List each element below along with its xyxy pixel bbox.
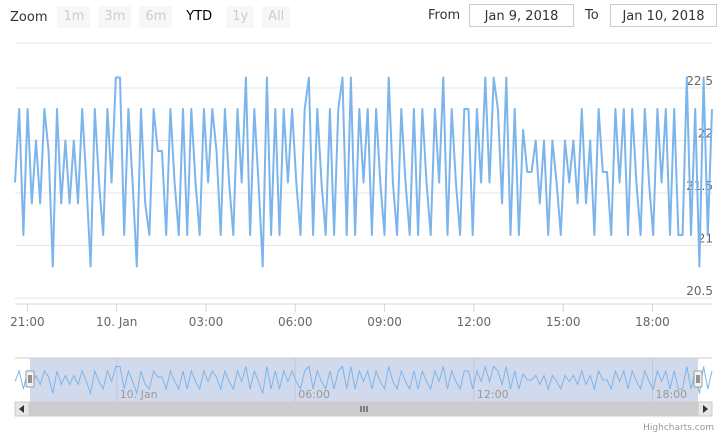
to-label: To (585, 8, 599, 23)
x-tick-label: 21:00 (10, 315, 45, 329)
zoom-1y-button[interactable]: 1y (226, 6, 255, 28)
x-tick-label: 10. Jan (96, 315, 137, 329)
x-tick-label: 06:00 (278, 315, 313, 329)
credits-link[interactable]: Highcharts.com (643, 423, 714, 433)
scroll-left-button[interactable] (14, 401, 30, 417)
x-tick-label: 03:00 (189, 315, 224, 329)
y-tick-label: 22.5 (686, 74, 713, 88)
y-tick-label: 21 (698, 232, 713, 246)
zoom-1m-button[interactable]: 1m (57, 6, 91, 28)
navigator-right-handle[interactable] (693, 370, 703, 388)
scrollbar-grip-icon (360, 406, 368, 412)
x-axis: 21:00 10. Jan 03:00 06:00 09:00 12:00 15:00 18:… (10, 304, 670, 329)
navigator[interactable]: 10. Jan 06:00 12:00 18:00 (14, 357, 713, 402)
from-label: From (428, 8, 461, 23)
navigator-left-handle[interactable] (25, 370, 35, 388)
navigator-series (14, 364, 713, 396)
navigator-background (15, 358, 712, 402)
y-tick-label: 20.5 (686, 284, 713, 298)
zoom-label: Zoom (10, 9, 48, 25)
zoom-3m-button[interactable]: 3m (98, 6, 132, 28)
x-tick-label: 15:00 (546, 315, 581, 329)
to-date-input[interactable]: Jan 10, 2018 (610, 4, 717, 27)
navigator-tick-label: 18:00 (655, 388, 687, 401)
zoom-bar: Zoom 1m 3m 6m YTD 1y All (10, 6, 298, 28)
from-date-input[interactable]: Jan 9, 2018 (469, 4, 574, 27)
navigator-grid (116, 358, 653, 402)
x-tick-label: 18:00 (635, 315, 670, 329)
zoom-all-button[interactable]: All (262, 6, 291, 28)
scroll-right-icon (703, 405, 708, 413)
navigator-tick-label: 10. Jan (120, 388, 158, 401)
scrollbar[interactable] (14, 401, 713, 417)
navigator-tick-label: 12:00 (477, 388, 509, 401)
scroll-left-icon (19, 405, 24, 413)
navigator-x-axis: 10. Jan 06:00 12:00 18:00 (120, 388, 687, 401)
navigator-tick-label: 06:00 (298, 388, 330, 401)
zoom-6m-button[interactable]: 6m (139, 6, 173, 28)
x-tick-label: 12:00 (457, 315, 492, 329)
series-line[interactable] (14, 76, 713, 268)
scroll-right-button[interactable] (697, 401, 713, 417)
x-tick-label: 09:00 (367, 315, 402, 329)
zoom-ytd-button[interactable]: YTD (180, 6, 219, 28)
